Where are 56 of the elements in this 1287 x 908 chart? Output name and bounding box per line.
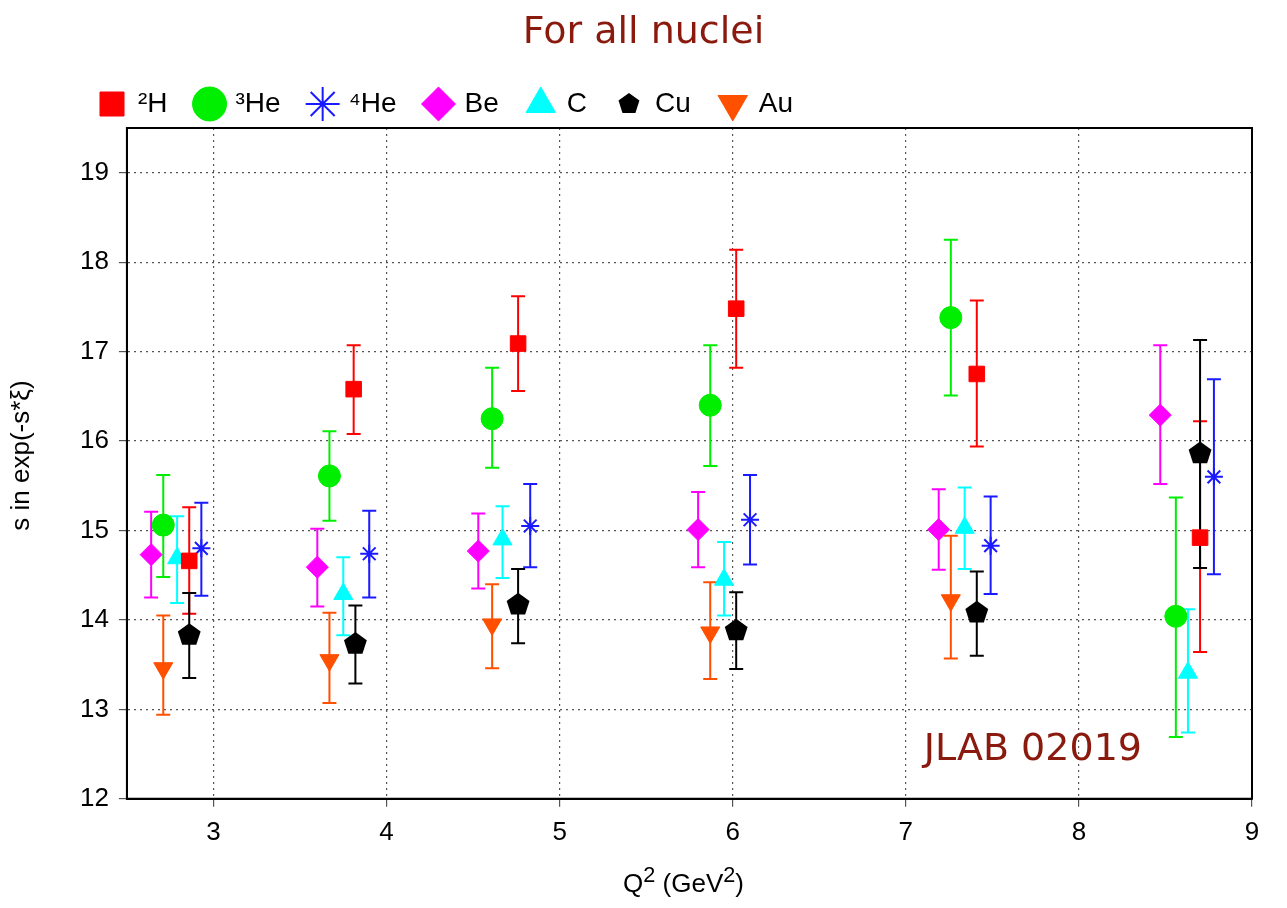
x-tick-label: 7 [898,815,914,846]
point [1164,604,1188,628]
point [191,538,212,559]
annotation: JLAB 02019 [921,724,1142,769]
point [698,393,722,417]
point [480,407,504,431]
x-tick-label: 6 [725,815,740,846]
legend-label: Au [758,86,793,118]
x-axis-title: Q$^{2}$ (GeV$^{2}$) [622,862,745,899]
y-tick-label: 15 [80,513,109,544]
point [968,365,986,383]
point [980,535,1001,556]
y-axis-title: s in exp(-s*ξ) [4,379,36,533]
legend-label: ²H [138,86,168,118]
x-tick-label: 9 [1244,815,1260,846]
point [727,300,745,317]
y-tick-label: 13 [80,692,109,723]
x-tick-label: 5 [552,815,567,846]
legend-label: Be [464,86,499,118]
point [180,552,198,570]
point [509,335,527,352]
point [305,555,329,579]
legend-label: C [566,86,587,118]
legend-label: Cu [654,86,691,118]
point [686,518,710,542]
point [740,509,761,530]
point [359,543,380,564]
point [345,380,362,398]
point [724,618,748,641]
y-tick-label: 12 [80,781,109,812]
x-tick-label: 3 [206,815,221,846]
point [1191,529,1209,546]
y-tick-label: 14 [80,603,109,634]
point [139,543,163,567]
legend-label: ⁴He [348,86,397,118]
point [520,516,541,537]
y-tick-label: 19 [80,155,109,186]
x-tick-label: 8 [1071,815,1087,846]
point [343,632,367,654]
point [927,518,951,542]
point [466,539,490,563]
legend-label: ³He [235,86,281,118]
y-tick-label: 16 [80,424,109,455]
point [1188,441,1212,464]
point [1203,466,1224,487]
point [317,464,341,488]
point [965,600,989,623]
point [939,306,963,330]
point [151,513,175,537]
chart-title: For all nuclei [521,8,766,52]
point [177,623,201,645]
x-tick-label: 4 [379,815,394,846]
y-tick-label: 17 [80,334,109,365]
y-tick-label: 18 [80,245,109,276]
point [1148,403,1172,427]
point [506,592,530,615]
